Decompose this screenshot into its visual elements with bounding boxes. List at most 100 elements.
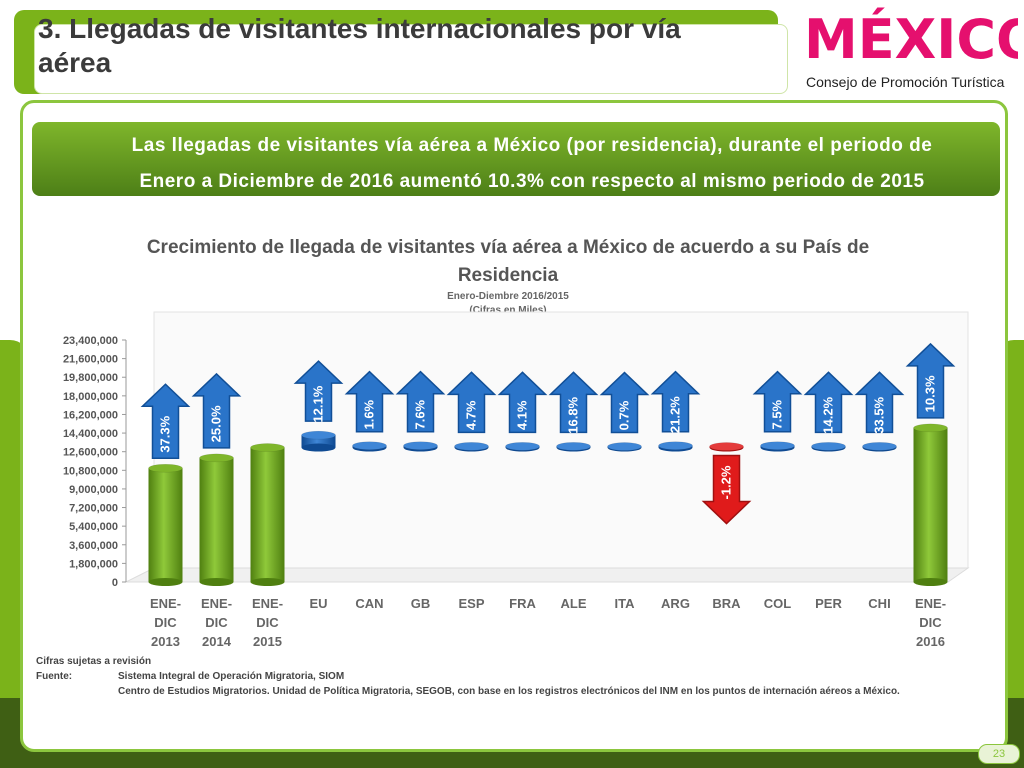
growth-arrow-up: 4.1%: [497, 371, 548, 434]
bar-top-cap: [811, 442, 846, 451]
growth-arrow-up-label: 7.6%: [413, 399, 428, 429]
x-category-label: CAN: [355, 596, 383, 611]
growth-arrow-up-shape: [191, 372, 242, 449]
x-category-label: EU: [309, 596, 327, 611]
y-tick-label: 3,600,000: [69, 540, 118, 552]
bar-bottom-cap: [148, 578, 183, 586]
bar-top-cap: [403, 441, 438, 450]
bar-body: [199, 457, 234, 582]
bar-top-cap: [556, 442, 591, 451]
growth-arrow-down: -1.2%: [701, 454, 752, 525]
growth-arrow-up-shape: [140, 383, 191, 459]
growth-arrow-up-shape: [905, 342, 956, 419]
x-category-label: BRA: [712, 596, 741, 611]
x-category-label: DIC: [256, 615, 279, 630]
bar-bottom-cap: [199, 578, 234, 586]
growth-arrow-up: 33.5%: [854, 371, 905, 434]
bar-top-cap: [352, 441, 387, 450]
growth-arrow-up: 25.0%: [191, 372, 242, 449]
x-category-label: DIC: [205, 615, 228, 630]
bar-bottom-cap: [301, 443, 336, 452]
chart-subtitle: Enero-Diembre 2016/2015 (Cifras en Miles…: [380, 290, 636, 318]
growth-arrow-up-label: 14.2%: [821, 396, 836, 433]
growth-arrow-up-shape: [803, 371, 854, 434]
x-category-label: DIC: [154, 615, 177, 630]
slide-title: 3. Llegadas de visitantes internacionale…: [38, 13, 681, 78]
bar-top-cap: [709, 442, 744, 451]
growth-arrow-up-label: 0.7%: [617, 400, 632, 430]
y-tick-label: 12,600,000: [63, 447, 118, 459]
bar-top-cap: [250, 443, 285, 452]
bar-top-cap: [760, 441, 795, 450]
x-category-label: ENE-: [252, 596, 283, 611]
growth-arrow-up: 4.7%: [446, 371, 497, 434]
growth-arrow-up: 7.6%: [395, 370, 446, 433]
bar-body: [148, 468, 183, 582]
x-category-label: ENE-: [201, 596, 232, 611]
note-source-1: Sistema Integral de Operación Migratoria…: [118, 671, 345, 682]
growth-arrow-up-shape: [752, 370, 803, 433]
x-category-label: 2013: [151, 634, 180, 649]
x-category-label: ENE-: [150, 596, 181, 611]
growth-arrow-up: 12.1%: [293, 360, 344, 423]
note-revision: Cifras sujetas a revisión: [36, 656, 152, 667]
bar-top-cap: [607, 442, 642, 451]
bar-top-cap: [658, 441, 693, 450]
x-category-label: 2015: [253, 634, 282, 649]
bar-top-cap: [454, 442, 489, 451]
mexico-logo-word-icon: MÉXICO: [804, 8, 1024, 71]
title-inner: [34, 24, 788, 94]
y-tick-label: 5,400,000: [69, 521, 118, 533]
logo-subtitle: Consejo de Promoción Turística: [806, 74, 1005, 90]
footnotes: Cifras sujetas a revisión Fuente: Sistem…: [36, 654, 936, 714]
growth-arrow-up-shape: [446, 371, 497, 434]
x-category-label: ARG: [661, 596, 690, 611]
growth-arrow-up: 7.5%: [752, 370, 803, 433]
x-category-label: 2016: [916, 634, 945, 649]
growth-arrow-up-shape: [344, 370, 395, 433]
growth-arrow-down-shape: [701, 454, 752, 525]
bar-body: [913, 427, 948, 582]
x-category-label: FRA: [509, 596, 536, 611]
note-source-row: Fuente: Sistema Integral de Operación Mi…: [36, 669, 936, 684]
y-tick-label: 14,400,000: [63, 428, 118, 440]
y-tick-label: 7,200,000: [69, 503, 118, 515]
bar-top-cap: [199, 453, 234, 463]
plot-floor: [125, 567, 970, 583]
bar-bottom-cap: [250, 578, 285, 586]
x-category-label: ESP: [458, 596, 484, 611]
x-category-label: GB: [411, 596, 431, 611]
y-tick-label: 0: [112, 577, 118, 589]
note-source-label: Fuente:: [36, 671, 73, 682]
banner-text: Las llegadas de visitantes vía aérea a M…: [92, 128, 972, 200]
growth-arrow-up-shape: [599, 371, 650, 434]
chart-title: Crecimiento de llegada de visitantes vía…: [146, 237, 870, 286]
growth-arrow-up-shape: [497, 371, 548, 434]
growth-arrow-up-shape: [548, 371, 599, 434]
growth-arrow-up-label: 12.1%: [311, 385, 326, 422]
note-source-2: Centro de Estudios Migratorios. Unidad d…: [118, 686, 900, 697]
bar-top-cap: [505, 442, 540, 451]
x-category-label: DIC: [919, 615, 942, 630]
chart-subtitle-line-2: (Cifras en Miles): [469, 305, 547, 316]
growth-arrow-up-label: 37.3%: [158, 415, 173, 452]
bar-top-cap: [148, 463, 183, 473]
growth-arrow-up-label: 21.2%: [668, 396, 683, 433]
growth-arrow-up-label: 1.6%: [362, 399, 377, 429]
logo-word: MÉXICO: [804, 8, 1018, 71]
y-tick-label: 16,200,000: [63, 409, 118, 421]
growth-arrow-up: 14.2%: [803, 371, 854, 434]
x-category-label: ENE-: [915, 596, 946, 611]
x-category-label: PER: [815, 596, 842, 611]
y-tick-label: 9,000,000: [69, 484, 118, 496]
bar-top-cap: [301, 430, 336, 440]
banner-line-2: Enero a Diciembre de 2016 aumentó 10.3% …: [139, 171, 925, 192]
bar-top-cap: [913, 423, 948, 433]
growth-arrow-up-label: 4.7%: [464, 400, 479, 430]
growth-arrow-up-shape: [650, 370, 701, 433]
growth-arrow-down-label: -1.2%: [719, 465, 734, 499]
mexico-logo: MÉXICO Consejo de Promoción Turística: [804, 6, 1024, 92]
growth-arrow-up-shape: [293, 360, 344, 422]
y-tick-label: 18,000,000: [63, 391, 118, 403]
